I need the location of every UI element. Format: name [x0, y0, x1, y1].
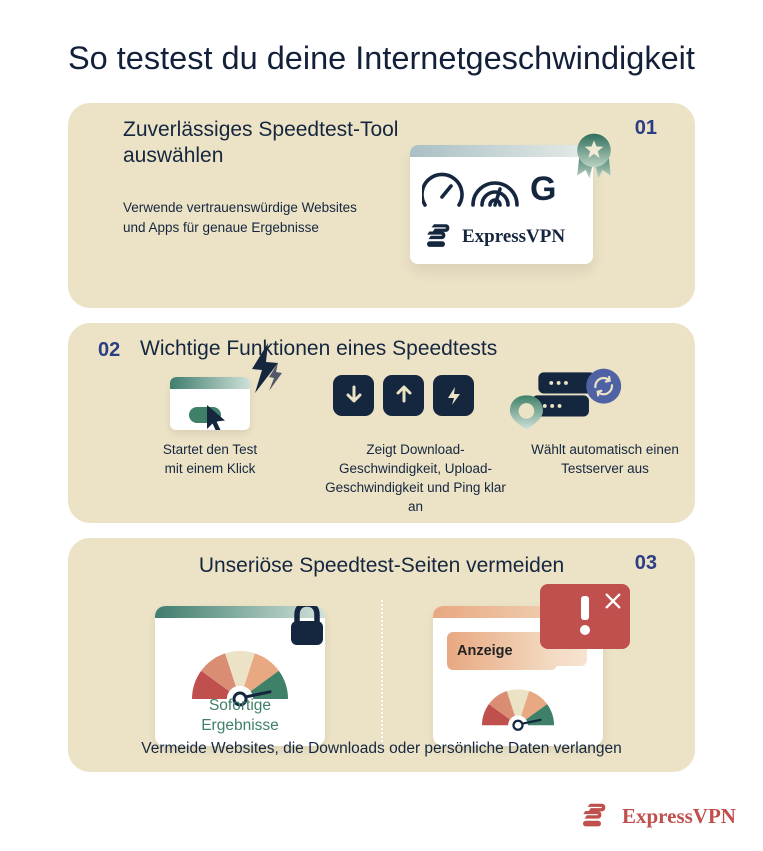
svg-text:G: G	[530, 170, 556, 207]
